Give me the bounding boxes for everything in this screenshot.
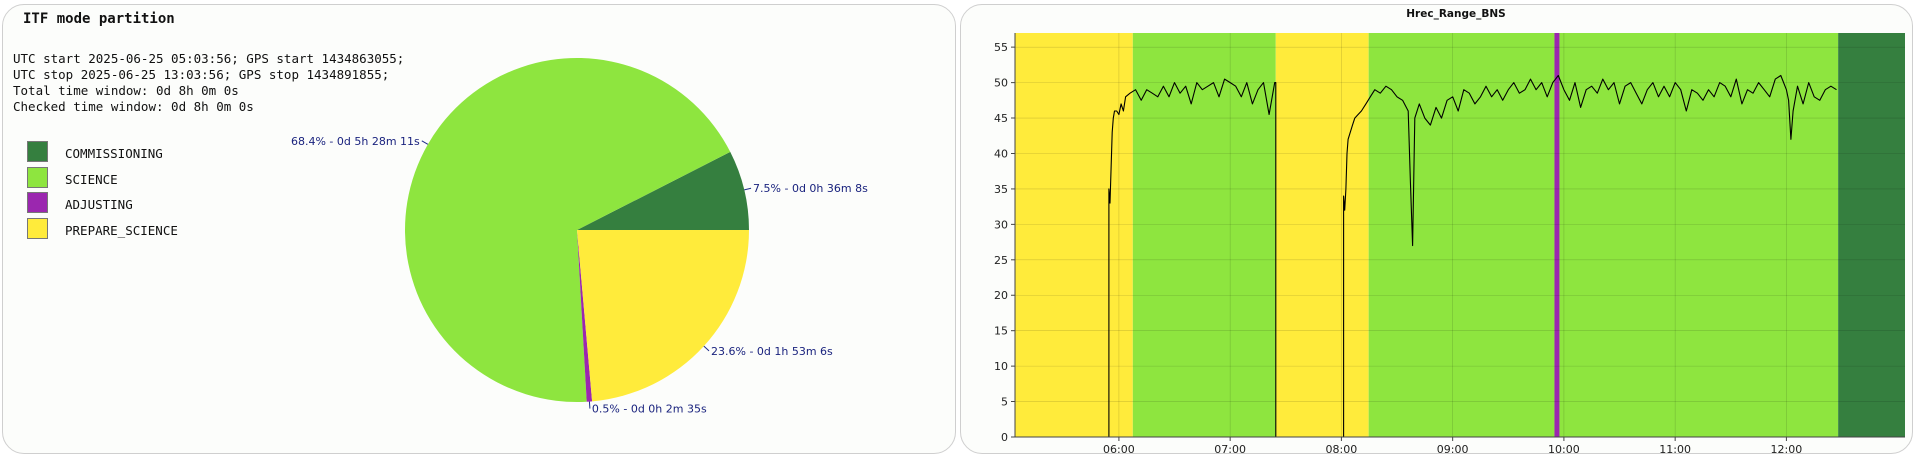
y-tick-label: 30 xyxy=(994,218,1008,231)
y-tick-label: 5 xyxy=(1001,396,1008,409)
x-tick-label: 11:00 xyxy=(1659,443,1691,453)
legend-label: COMMISSIONING xyxy=(65,146,163,161)
pie-slice-science xyxy=(405,58,731,403)
y-tick-label: 10 xyxy=(994,360,1008,373)
x-tick-label: 12:00 xyxy=(1771,443,1803,453)
pie-slice-commissioning xyxy=(577,151,749,230)
legend-label: PREPARE_SCIENCE xyxy=(65,222,178,238)
mode-band-prepare-science xyxy=(1275,33,1369,437)
chart-title: Hrec_Range_BNS xyxy=(1406,8,1505,20)
pie-label-leader xyxy=(703,345,710,352)
y-tick-label: 15 xyxy=(994,325,1008,338)
pie-slice-label: 0.5% - 0d 0h 2m 35s xyxy=(592,403,707,416)
pie-slice-label: 68.4% - 0d 5h 28m 11s xyxy=(291,135,420,148)
info-line-utc-stop: UTC stop 2025-06-25 13:03:56; GPS stop 1… xyxy=(13,67,390,82)
mode-band-science xyxy=(1132,33,1276,437)
mode-band-science xyxy=(1559,33,1839,437)
x-tick-label: 10:00 xyxy=(1548,443,1580,453)
y-tick-label: 0 xyxy=(1001,431,1008,444)
pie-label-leader xyxy=(744,187,752,191)
y-tick-label: 25 xyxy=(994,254,1008,267)
range-timeseries-panel: Hrec_Range_BNS 0 5 10 15 20 25 30 35 40 45 50 55 06:0… xyxy=(960,4,1913,454)
y-tick-label: 20 xyxy=(994,289,1008,302)
info-line-utc-start: UTC start 2025-06-25 05:03:56; GPS start… xyxy=(13,51,405,66)
mode-band-adjusting xyxy=(1554,33,1560,437)
y-tick-label: 40 xyxy=(994,147,1008,160)
pie-slice-adjusting xyxy=(577,230,593,402)
legend-swatch xyxy=(27,141,48,162)
legend-swatch xyxy=(27,192,48,213)
mode-band-prepare-science xyxy=(1015,33,1133,437)
legend-label: SCIENCE xyxy=(65,171,118,187)
legend-label: ADJUSTING xyxy=(65,197,133,212)
line-chart: Hrec_Range_BNS 0 5 10 15 20 25 30 35 40 45 50 55 06:0… xyxy=(994,8,1905,453)
mode-band-science xyxy=(1368,33,1555,437)
x-tick-label: 08:00 xyxy=(1326,443,1358,453)
x-tick-label: 06:00 xyxy=(1103,443,1135,453)
pie-slice-label: 23.6% - 0d 1h 53m 6s xyxy=(711,345,833,358)
legend-swatch xyxy=(27,166,48,188)
info-line-total-window: Total time window: 0d 8h 0m 0s xyxy=(13,83,239,98)
y-tick-label: 50 xyxy=(994,77,1008,90)
info-line-checked-window: Checked time window: 0d 8h 0m 0s xyxy=(13,99,254,114)
time-window-info: UTC start 2025-06-25 05:03:56; GPS start… xyxy=(13,51,404,115)
pie-slice-label: 7.5% - 0d 0h 36m 8s xyxy=(753,182,868,195)
y-tick-label: 45 xyxy=(994,112,1008,125)
x-tick-label: 09:00 xyxy=(1437,443,1469,453)
x-tick-label: 07:00 xyxy=(1214,443,1246,453)
y-tick-label: 35 xyxy=(994,183,1008,196)
legend-swatch xyxy=(27,217,48,239)
pie-label-leader xyxy=(588,401,591,409)
y-tick-label: 55 xyxy=(994,41,1008,54)
range-series-line xyxy=(1108,74,1837,438)
pie-slice-prepare-science xyxy=(577,230,749,402)
pie-label-leader xyxy=(421,140,429,145)
pie-chart: 7.5% - 0d 0h 36m 8s 68.4% - 0d 5h 28m 11s… xyxy=(291,58,868,416)
mode-band-commissioning xyxy=(1838,33,1905,437)
panel-title: ITF mode partition xyxy=(23,11,175,27)
mode-partition-panel: ITF mode partition UTC start 2025-06-25 … xyxy=(2,4,956,454)
